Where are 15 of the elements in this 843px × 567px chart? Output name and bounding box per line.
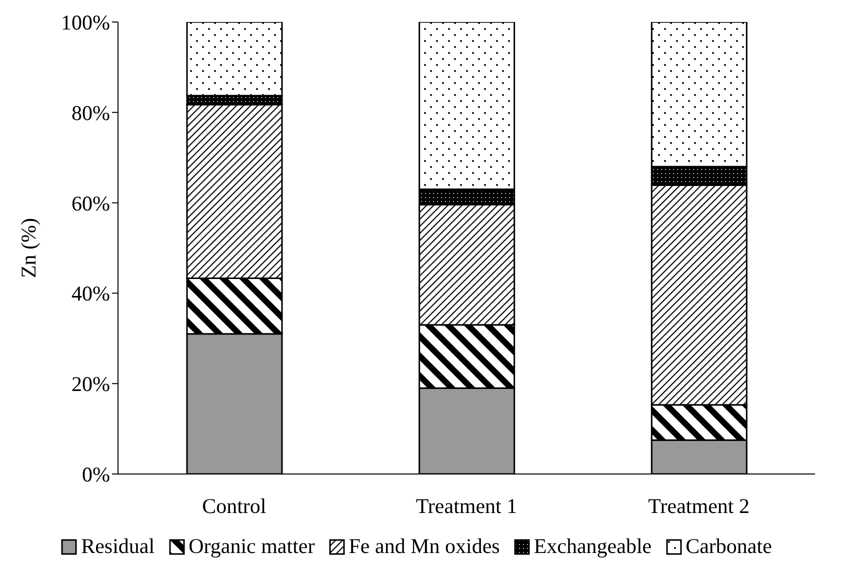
y-tick-label: 40% (72, 282, 110, 306)
x-tick-label: Treatment 2 (648, 494, 750, 518)
legend-label: Fe and Mn oxides (348, 534, 500, 559)
legend-label: Organic matter (188, 534, 315, 559)
legend-label: Residual (81, 534, 155, 559)
y-tick-label: 80% (72, 100, 110, 125)
y-tick-label: 20% (72, 372, 110, 396)
legend-label: Carbonate (686, 534, 772, 559)
y-tick-label: 100% (61, 10, 110, 34)
y-tick-label: 60% (72, 191, 110, 216)
x-tick-label: Treatment 1 (416, 494, 518, 518)
y-tick-label: 0% (82, 462, 110, 486)
y-axis-title: Zn (%) (16, 218, 40, 278)
x-tick-label: Control (202, 494, 266, 518)
legend-label: Exchangeable (534, 534, 652, 559)
